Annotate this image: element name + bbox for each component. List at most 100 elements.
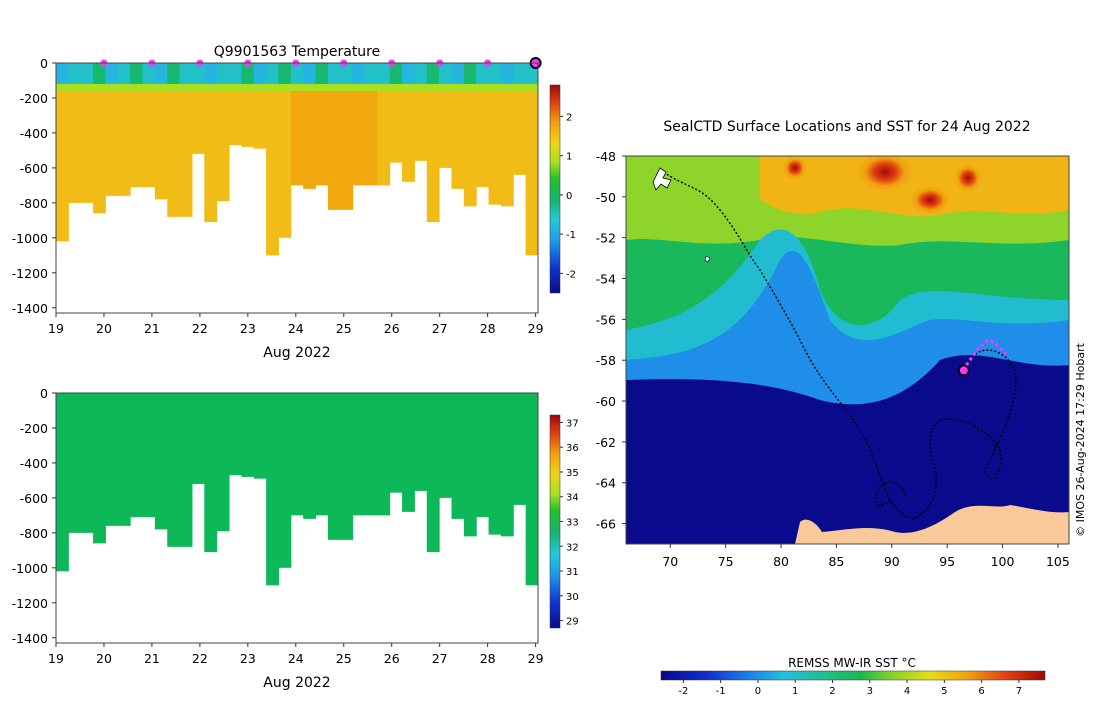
temp-surface-cell [278,63,292,84]
imos-watermark: © IMOS 26-Aug-2024 17:29 Hobart [1074,342,1087,536]
colorbar-tick-label: 1 [566,152,572,163]
temp-profile-cell [142,90,156,188]
temp-thermocline-cell [439,83,452,91]
y-tick-label: -400 [20,126,48,141]
temp-surface-cell [414,63,428,84]
y-tick-label: -600 [20,161,48,176]
x-tick-label: 25 [336,321,352,336]
sst-hotspot-3 [954,164,982,192]
map-y-tick-label: -56 [596,312,616,327]
temp-profile-cell [80,90,94,203]
temp-profile-cell [451,90,465,189]
y-tick-label: -1200 [12,266,48,281]
salinity-xlabel: Aug 2022 [263,675,330,691]
temp-surface-cell [204,63,218,84]
salinity-profile-cell [93,393,106,544]
temp-thermocline-cell [340,83,354,91]
colorbar-tick-label: -1 [566,230,576,241]
temp-profile-cell [327,90,341,210]
temp-profile-cell [266,90,279,256]
x-tick-label: 24 [288,651,304,666]
sst-colorbar [660,670,1046,681]
salinity-profile-cell [179,393,193,547]
temp-surface-cell [402,63,415,84]
salinity-profile-cell [377,393,391,516]
salinity-profile-cell [229,393,242,476]
temp-profile-cell [488,90,502,205]
x-tick-label: 20 [96,651,112,666]
temp-thermocline-cell [402,83,415,91]
temp-thermocline-cell [229,83,242,91]
temp-profile-cell [204,90,218,223]
x-tick-label: 22 [192,651,208,666]
colorbar-tick-label: 34 [566,493,579,504]
temperature-frame [55,62,539,314]
temp-surface-cell [389,63,403,84]
temp-thermocline-cell [513,83,527,91]
y-tick-label: -1400 [12,301,48,316]
y-tick-label: -800 [20,526,48,541]
x-tick-label: 21 [144,651,160,666]
salinity-profile-cell [154,393,168,530]
temp-thermocline-cell [389,83,403,91]
y-tick-label: -1000 [12,231,48,246]
temp-surface-cell [167,63,181,84]
temp-surface-cell [513,63,527,84]
temp-profile-cell [352,90,366,186]
salinity-profile-cell [426,393,440,553]
map-y-tick-label: -50 [596,190,616,205]
colorbar-tick-label: 29 [566,617,579,628]
salinity-profile-cell [105,393,119,526]
colorbar-tick-label: 0 [566,191,572,202]
temp-surface-cell [142,63,156,84]
x-tick-label: 26 [384,321,400,336]
sst-colorbar-tick-label: 0 [755,686,761,697]
temp-surface-cell [488,63,502,84]
temp-profile-cell [290,90,304,186]
x-tick-label: 27 [432,651,448,666]
sst-colorbar-tick-label: 7 [1016,686,1022,697]
kerguelen-island [652,167,672,191]
temp-thermocline-cell [377,83,391,91]
temp-thermocline-cell [93,83,106,91]
temp-profile-cell [105,90,119,196]
heard-island [704,255,711,263]
map-x-tick-label: 70 [662,554,678,569]
temp-profile-cell [130,90,144,188]
temp-thermocline-cell [290,83,304,91]
map-frame [625,155,1070,545]
map-x-axis: 70 75 80 85 90 95 100 105 [662,544,1070,569]
salinity-profile-cell [303,393,317,519]
temp-thermocline-cell [191,83,205,91]
temp-thermocline-cell [414,83,428,91]
temp-thermocline-cell [463,83,477,91]
temp-surface-cell [117,63,131,84]
temp-profile-cell [179,90,193,217]
temp-surface-cell [364,63,378,84]
temperature-plot-area [56,57,542,256]
sst-ice-zone [626,355,1069,544]
temp-surface-cell [105,63,119,84]
salinity-profile-cell [167,393,181,547]
temp-profile-cell [476,90,490,188]
salinity-profile-cell [204,393,218,553]
salinity-profile-cell [130,393,144,518]
temp-surface-cell [327,63,341,84]
sst-colorbar-tick-label: 3 [867,686,873,697]
salinity-profile-cell [340,393,354,540]
temp-thermocline-cell [278,83,292,91]
temp-surface-cell [500,63,514,84]
temp-profile-cell [402,90,415,182]
colorbar-tick-label: 30 [566,592,579,603]
x-tick-label: 23 [240,321,256,336]
salinity-profile-cell [191,393,205,484]
y-tick-label: -800 [20,196,48,211]
temp-thermocline-cell [315,83,329,91]
salinity-profile-cell [439,393,452,498]
x-tick-label: 28 [480,321,496,336]
salinity-profile-cell [352,393,366,516]
temp-surface-cell [56,63,69,84]
sst-colorbar-label: REMSS MW-IR SST °C [788,656,916,670]
map-y-tick-label: -60 [596,394,616,409]
